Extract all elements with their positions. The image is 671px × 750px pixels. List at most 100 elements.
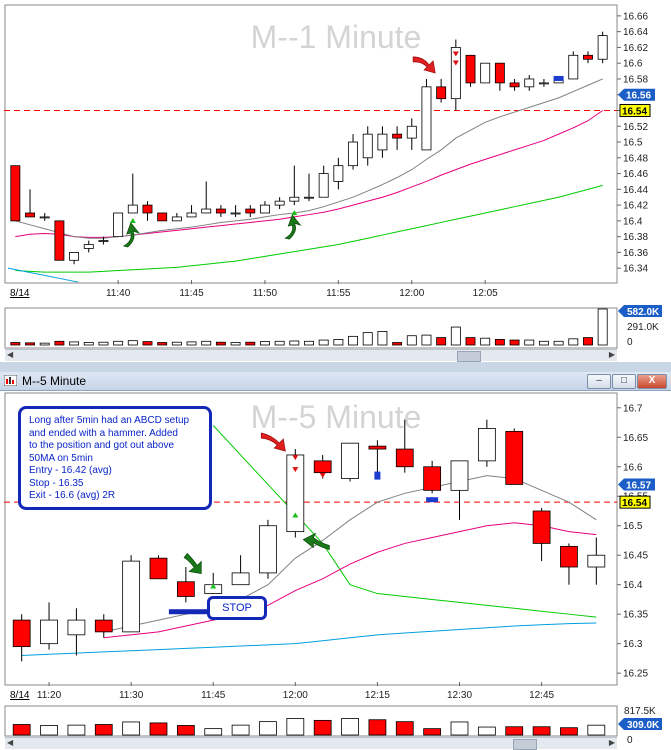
volume-bar bbox=[583, 337, 593, 346]
chart-watermark: M--1 Minute bbox=[251, 19, 422, 55]
volume-bar bbox=[477, 726, 496, 736]
last-price-tag bbox=[618, 88, 655, 101]
horizontal-scrollbar[interactable]: ◀ ▶ bbox=[5, 737, 617, 750]
price-tick-label: 16.5 bbox=[623, 138, 643, 149]
volume-bar bbox=[333, 339, 344, 346]
time-tick-label: 11:50 bbox=[253, 288, 278, 299]
candle-up bbox=[39, 216, 50, 219]
candle-down bbox=[583, 54, 593, 60]
price-tick-label: 16.38 bbox=[623, 232, 648, 243]
candle-up bbox=[98, 240, 109, 242]
volume-bar bbox=[423, 728, 442, 736]
five-minute-chart-window: M--5 Minute – □ X M--5 Minute 16.7 16.65 1… bbox=[0, 372, 671, 750]
volume-bar bbox=[40, 725, 58, 736]
volume-bar bbox=[368, 719, 387, 736]
candle-down bbox=[560, 545, 578, 568]
volume-bar bbox=[587, 724, 606, 736]
last-price-label: 16.57 bbox=[626, 480, 651, 491]
buy-marker-icon bbox=[129, 217, 136, 223]
candle-up bbox=[230, 212, 241, 215]
note-line: and ended with a hammer. Added bbox=[29, 427, 178, 439]
volume-bar bbox=[94, 724, 113, 736]
green-arrow-icon bbox=[122, 222, 140, 248]
volume-zero-label: 0 bbox=[627, 735, 633, 746]
position-marker-icon bbox=[426, 497, 439, 503]
price-tick-label: 16.6 bbox=[623, 59, 643, 70]
scrollbar-thumb[interactable] bbox=[457, 351, 481, 362]
horizontal-scrollbar[interactable]: ◀ ▶ bbox=[5, 349, 617, 362]
volume-bar bbox=[362, 332, 373, 346]
volume-bar bbox=[157, 342, 168, 346]
level-price-tag bbox=[619, 495, 651, 509]
close-button[interactable]: X bbox=[637, 374, 667, 389]
volume-bar bbox=[176, 725, 195, 736]
price-tick-label: 16.64 bbox=[623, 27, 648, 38]
volume-bar bbox=[568, 338, 579, 346]
volume-bar bbox=[98, 341, 109, 346]
candle-up bbox=[113, 212, 124, 238]
window-titlebar[interactable]: M--5 Minute – □ X bbox=[0, 372, 671, 391]
chart-window-icon bbox=[4, 375, 17, 386]
five-minute-chart[interactable]: M--5 Minute 16.716.6516.616.5516.516.451… bbox=[0, 390, 671, 750]
candle-up bbox=[538, 82, 549, 85]
candle-up bbox=[259, 204, 270, 214]
buy-marker-icon bbox=[210, 583, 217, 589]
candle-down bbox=[10, 165, 21, 222]
candle-down bbox=[465, 54, 476, 84]
time-tick-label: 12:15 bbox=[365, 690, 390, 701]
candle-up bbox=[171, 216, 182, 222]
candle-up bbox=[231, 572, 250, 586]
price-tick-label: 16.48 bbox=[623, 153, 648, 164]
scrollbar-thumb[interactable] bbox=[513, 739, 537, 750]
candle-up bbox=[122, 560, 141, 633]
candle-down bbox=[392, 133, 403, 139]
date-label: 8/14 bbox=[10, 288, 30, 299]
candle-up bbox=[259, 525, 277, 574]
volume-bar bbox=[348, 335, 359, 346]
volume-bar bbox=[538, 340, 549, 346]
volume-bar bbox=[494, 339, 505, 346]
scroll-left-icon[interactable]: ◀ bbox=[7, 350, 14, 359]
candle-up bbox=[406, 125, 417, 139]
volume-last-tag bbox=[618, 718, 662, 730]
candle-up bbox=[83, 244, 94, 249]
price-plot-area bbox=[4, 4, 618, 284]
candle-down bbox=[25, 212, 35, 218]
candle-up bbox=[348, 141, 359, 167]
volume-bar bbox=[10, 342, 21, 346]
volume-bar bbox=[436, 337, 447, 346]
volume-max-label: 582.0K bbox=[627, 307, 660, 318]
sell-marker-icon bbox=[452, 51, 459, 57]
volume-bar bbox=[39, 342, 50, 346]
scroll-right-icon[interactable]: ▶ bbox=[608, 738, 615, 747]
time-tick-label: 11:40 bbox=[106, 288, 131, 299]
green-arrow-icon bbox=[284, 214, 302, 240]
candle-down bbox=[245, 208, 256, 214]
candle-up bbox=[597, 35, 608, 60]
candle-down bbox=[157, 212, 168, 222]
scroll-right-icon[interactable]: ▶ bbox=[608, 350, 615, 359]
candle-up bbox=[40, 619, 58, 645]
buy-marker-icon bbox=[292, 512, 299, 518]
candle-down bbox=[142, 204, 153, 214]
note-line: 50MA on 5min bbox=[29, 452, 93, 464]
volume-bar bbox=[259, 721, 277, 736]
volume-bar bbox=[113, 340, 124, 346]
time-tick-label: 11:45 bbox=[179, 288, 204, 299]
candle-up bbox=[587, 554, 606, 568]
candle-up bbox=[304, 196, 314, 199]
minimize-button[interactable]: – bbox=[587, 374, 611, 389]
price-tick-label: 16.58 bbox=[623, 74, 648, 85]
volume-bar bbox=[553, 340, 564, 346]
sell-marker-icon bbox=[292, 455, 299, 461]
price-tick-label: 16.3 bbox=[623, 639, 643, 650]
volume-bar bbox=[204, 728, 223, 736]
scroll-left-icon[interactable]: ◀ bbox=[7, 738, 14, 747]
one-minute-chart[interactable]: M--1 Minute 16.66 16.64 16.62 16.6 16.58 16.5… bbox=[0, 0, 671, 362]
time-tick-label: 11:20 bbox=[37, 690, 62, 701]
maximize-button[interactable]: □ bbox=[612, 374, 636, 389]
candle-up bbox=[69, 252, 80, 261]
price-tick-label: 16.66 bbox=[623, 11, 648, 22]
price-tick-label: 16.44 bbox=[623, 185, 648, 196]
candle-down bbox=[176, 581, 195, 597]
